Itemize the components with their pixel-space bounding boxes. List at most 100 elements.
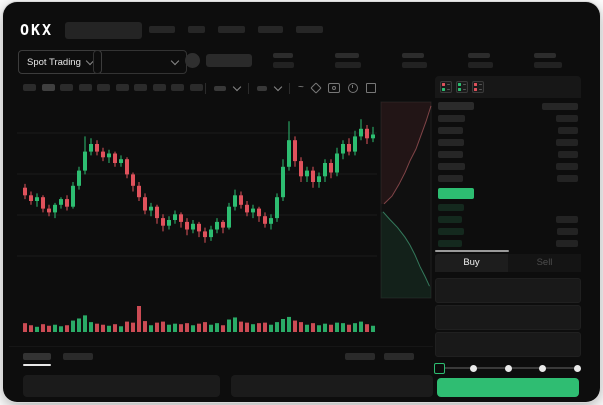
toolbar-tab[interactable] <box>115 84 129 91</box>
chart-toolbar-icons: ~ <box>205 82 376 94</box>
market-type-dropdown[interactable]: Spot Trading <box>18 50 102 74</box>
chart-tab[interactable] <box>63 353 93 360</box>
ask-row[interactable] <box>438 127 578 134</box>
placeholder-bar <box>438 151 463 158</box>
book-view-asks-icon[interactable] <box>472 81 484 93</box>
total-field[interactable] <box>435 332 581 357</box>
placeholder-bar <box>556 115 578 122</box>
active-tab-underline <box>23 364 51 366</box>
toolbar-tab[interactable] <box>78 84 92 91</box>
chart-type-dropdown[interactable] <box>257 85 267 91</box>
ask-row[interactable] <box>438 139 578 146</box>
nav-menu <box>149 26 323 33</box>
toolbar-tab[interactable] <box>23 84 36 91</box>
slider-stop-dot[interactable] <box>539 364 546 372</box>
slider-stop-dot[interactable] <box>470 364 477 372</box>
toolbar-tab[interactable] <box>60 84 73 91</box>
placeholder-bar <box>402 53 424 58</box>
slider-stop-dot[interactable] <box>504 364 512 372</box>
ticker-stat <box>273 53 294 68</box>
orderbook-panel: Buy Sell <box>433 76 581 402</box>
placeholder-bar <box>438 163 465 170</box>
icon-line <box>446 88 450 91</box>
ask-row[interactable] <box>438 175 578 182</box>
divider <box>205 82 206 94</box>
placeholder-bar <box>402 62 427 68</box>
icon-line <box>478 83 482 86</box>
placeholder-bar <box>556 163 578 170</box>
toolbar-tab[interactable] <box>171 84 184 91</box>
chevron-down-icon <box>170 56 180 65</box>
slider-handle[interactable] <box>433 362 445 374</box>
nav-item[interactable] <box>188 26 205 33</box>
last-price-highlight[interactable] <box>438 188 474 199</box>
ask-row[interactable] <box>438 151 578 158</box>
icon-row <box>458 83 466 86</box>
tab-buy[interactable]: Buy <box>435 254 508 272</box>
slider-stop-dot[interactable] <box>573 364 581 372</box>
icon-square <box>442 83 445 86</box>
search-input[interactable] <box>65 22 142 39</box>
buy-submit-button[interactable] <box>437 378 579 397</box>
fullscreen-icon[interactable] <box>365 83 376 93</box>
bid-row[interactable] <box>438 204 578 211</box>
indicators-icon[interactable]: ~ <box>298 82 304 93</box>
icon-square <box>474 83 477 86</box>
toolbar-tab[interactable] <box>97 84 110 91</box>
trade-side-tabs: Buy Sell <box>435 254 581 272</box>
info-panel-placeholder <box>23 375 220 397</box>
amount-slider[interactable] <box>433 360 581 376</box>
tab-sell[interactable]: Sell <box>508 254 581 272</box>
placeholder-bar <box>438 102 474 110</box>
toolbar-tab[interactable] <box>41 84 55 91</box>
chart-control[interactable] <box>384 353 414 360</box>
placeholder-bar <box>556 240 578 247</box>
chart-panel: ~ <box>9 76 433 402</box>
price-field[interactable] <box>435 278 581 303</box>
book-view-bids-icon[interactable] <box>456 81 468 93</box>
history-icon[interactable] <box>347 83 358 93</box>
camera-icon[interactable] <box>327 83 340 93</box>
placeholder-bar <box>438 175 463 182</box>
chart-bottom-tabs <box>9 346 433 367</box>
orderbook-rows <box>438 102 578 252</box>
draw-icon[interactable] <box>310 82 322 94</box>
icon-line <box>446 83 450 86</box>
chart-tab[interactable] <box>23 353 51 360</box>
nav-item[interactable] <box>218 26 245 33</box>
interval-dropdown[interactable] <box>214 85 226 91</box>
icon-square <box>442 88 445 91</box>
toolbar-tab[interactable] <box>152 84 166 91</box>
chart-toolbar-tabs <box>23 84 203 91</box>
nav-item[interactable] <box>149 26 175 33</box>
toolbar-tab[interactable] <box>134 84 147 91</box>
bid-row[interactable] <box>438 228 578 235</box>
amount-field[interactable] <box>435 305 581 330</box>
panel-resize-handle[interactable] <box>435 250 509 252</box>
placeholder-bar <box>558 127 578 134</box>
placeholder-bar <box>438 240 462 247</box>
ask-row[interactable] <box>438 163 578 170</box>
info-panel-placeholder <box>231 375 433 397</box>
toolbar-tab[interactable] <box>189 84 203 91</box>
market-type-label: Spot Trading <box>27 56 81 68</box>
placeholder-bar <box>273 62 294 68</box>
ticker-stat <box>468 53 493 68</box>
chevron-down-icon[interactable] <box>232 82 242 91</box>
placeholder-bar <box>438 216 462 223</box>
okx-logo[interactable]: OKX <box>20 21 54 39</box>
chart-control[interactable] <box>345 353 375 360</box>
ticker-stat <box>534 53 562 68</box>
coin-avatar <box>185 53 200 68</box>
candlestick-chart[interactable] <box>17 100 433 336</box>
nav-item[interactable] <box>258 26 283 33</box>
bid-row[interactable] <box>438 240 578 247</box>
ask-row[interactable] <box>438 115 578 122</box>
pair-selector-dropdown[interactable] <box>93 50 187 74</box>
bid-row[interactable] <box>438 216 578 223</box>
chevron-down-icon[interactable] <box>273 82 283 91</box>
book-view-both-icon[interactable] <box>440 81 452 93</box>
icon-square <box>474 88 477 91</box>
orderbook-view-toggle <box>435 76 581 98</box>
nav-item[interactable] <box>296 26 323 33</box>
